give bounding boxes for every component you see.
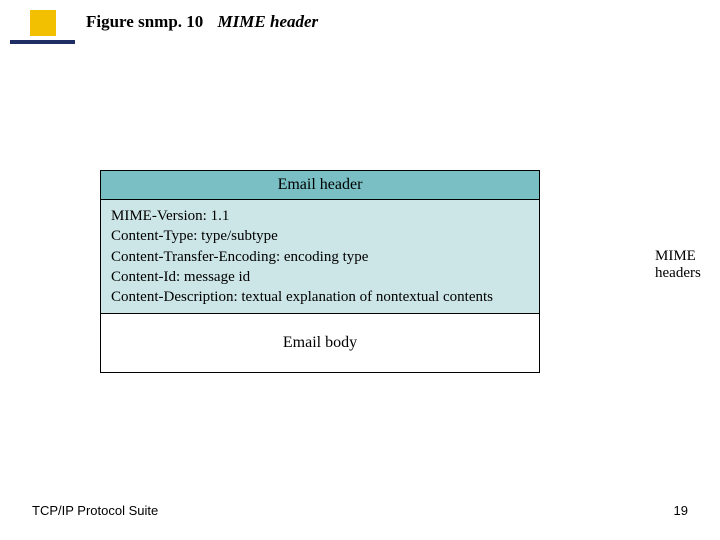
accent-square — [30, 10, 56, 36]
footer-text: TCP/IP Protocol Suite — [32, 503, 158, 518]
page-number: 19 — [674, 503, 688, 518]
mime-diagram: Email header MIME-Version: 1.1 Content-T… — [100, 170, 660, 373]
email-header-box: Email header — [101, 171, 539, 199]
slide-decoration — [10, 10, 80, 55]
diagram-box: Email header MIME-Version: 1.1 Content-T… — [100, 170, 540, 373]
mime-line: Content-Transfer-Encoding: encoding type — [111, 247, 529, 267]
figure-title: Figure snmp. 10 MIME header — [86, 12, 318, 32]
figure-name: MIME header — [218, 12, 319, 31]
email-header-label: Email header — [278, 176, 363, 193]
mime-line: Content-Id: message id — [111, 267, 529, 287]
figure-number: Figure snmp. 10 — [86, 12, 203, 31]
accent-line — [10, 40, 75, 44]
mime-headers-label: MIME headers — [655, 248, 701, 282]
mime-line: MIME-Version: 1.1 — [111, 206, 529, 226]
mime-headers-box: MIME-Version: 1.1 Content-Type: type/sub… — [101, 199, 539, 314]
email-body-label: Email body — [283, 334, 357, 351]
mime-line: Content-Type: type/subtype — [111, 226, 529, 246]
email-body-box: Email body — [101, 314, 539, 372]
mime-line: Content-Description: textual explanation… — [111, 287, 529, 307]
